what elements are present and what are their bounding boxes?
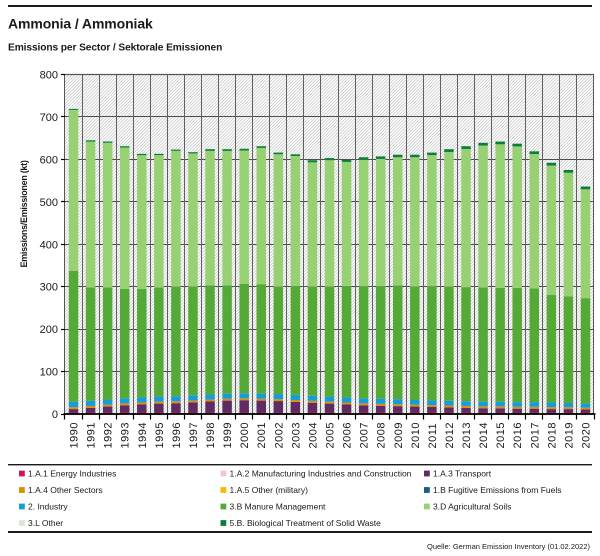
svg-text:2001: 2001 [256, 422, 268, 448]
svg-text:1.A.1 Energy Industries: 1.A.1 Energy Industries [28, 469, 116, 479]
svg-text:0: 0 [52, 409, 58, 421]
svg-text:2014: 2014 [478, 422, 490, 448]
svg-text:2006: 2006 [342, 422, 354, 448]
svg-text:2020: 2020 [580, 422, 592, 448]
svg-text:1997: 1997 [188, 422, 200, 448]
svg-text:2008: 2008 [376, 422, 388, 448]
svg-text:1992: 1992 [103, 422, 115, 448]
svg-text:2018: 2018 [546, 422, 558, 448]
svg-text:100: 100 [40, 367, 58, 379]
svg-text:2002: 2002 [273, 422, 285, 448]
svg-text:Ammonia / Ammoniak: Ammonia / Ammoniak [8, 16, 153, 32]
svg-text:1993: 1993 [120, 422, 132, 448]
svg-text:1.A.2 Manufacturing Industries: 1.A.2 Manufacturing Industries and Const… [230, 469, 412, 479]
svg-text:200: 200 [40, 324, 58, 336]
svg-text:1998: 1998 [205, 422, 217, 448]
svg-text:3.D Agricultural Soils: 3.D Agricultural Soils [433, 502, 511, 512]
svg-text:1995: 1995 [154, 422, 166, 448]
svg-text:2012: 2012 [444, 422, 456, 448]
svg-text:Quelle: German Emission Invent: Quelle: German Emission Inventory (01.02… [427, 542, 590, 551]
svg-text:1990: 1990 [69, 422, 81, 448]
svg-text:1.B Fugitive Emissions from Fu: 1.B Fugitive Emissions from Fuels [433, 485, 561, 495]
svg-text:1999: 1999 [222, 422, 234, 448]
svg-text:2017: 2017 [529, 422, 541, 448]
svg-text:1.A.4 Other Sectors: 1.A.4 Other Sectors [28, 485, 103, 495]
svg-text:500: 500 [40, 197, 58, 209]
svg-text:600: 600 [40, 154, 58, 166]
svg-text:1.A.5 Other (military): 1.A.5 Other (military) [230, 485, 309, 495]
svg-text:2003: 2003 [290, 422, 302, 448]
svg-text:2. Industry: 2. Industry [28, 502, 68, 512]
svg-text:5.B. Biological Treatment of S: 5.B. Biological Treatment of Solid Waste [230, 518, 382, 528]
svg-text:3.L Other: 3.L Other [28, 518, 63, 528]
svg-text:2010: 2010 [410, 422, 422, 448]
svg-text:400: 400 [40, 239, 58, 251]
svg-text:2007: 2007 [359, 422, 371, 448]
svg-text:300: 300 [40, 282, 58, 294]
svg-text:1991: 1991 [86, 422, 98, 448]
svg-text:1996: 1996 [171, 422, 183, 448]
svg-text:2016: 2016 [512, 422, 524, 448]
svg-text:2005: 2005 [325, 422, 337, 448]
svg-text:1.A.3 Transport: 1.A.3 Transport [433, 469, 492, 479]
svg-text:2011: 2011 [427, 423, 439, 449]
svg-text:2009: 2009 [393, 422, 405, 448]
svg-text:3.B Manure Management: 3.B Manure Management [230, 502, 327, 512]
svg-text:2000: 2000 [239, 422, 251, 448]
svg-text:2019: 2019 [563, 422, 575, 448]
svg-text:2013: 2013 [461, 422, 473, 448]
svg-text:1994: 1994 [137, 422, 149, 448]
svg-text:2004: 2004 [307, 422, 319, 448]
svg-text:800: 800 [40, 70, 58, 82]
svg-text:2015: 2015 [495, 422, 507, 448]
svg-text:Emissions per Sector / Sektora: Emissions per Sector / Sektorale Emissio… [8, 43, 222, 54]
svg-text:700: 700 [40, 112, 58, 124]
svg-text:Emissions/Emissionen (kt): Emissions/Emissionen (kt) [19, 160, 29, 267]
